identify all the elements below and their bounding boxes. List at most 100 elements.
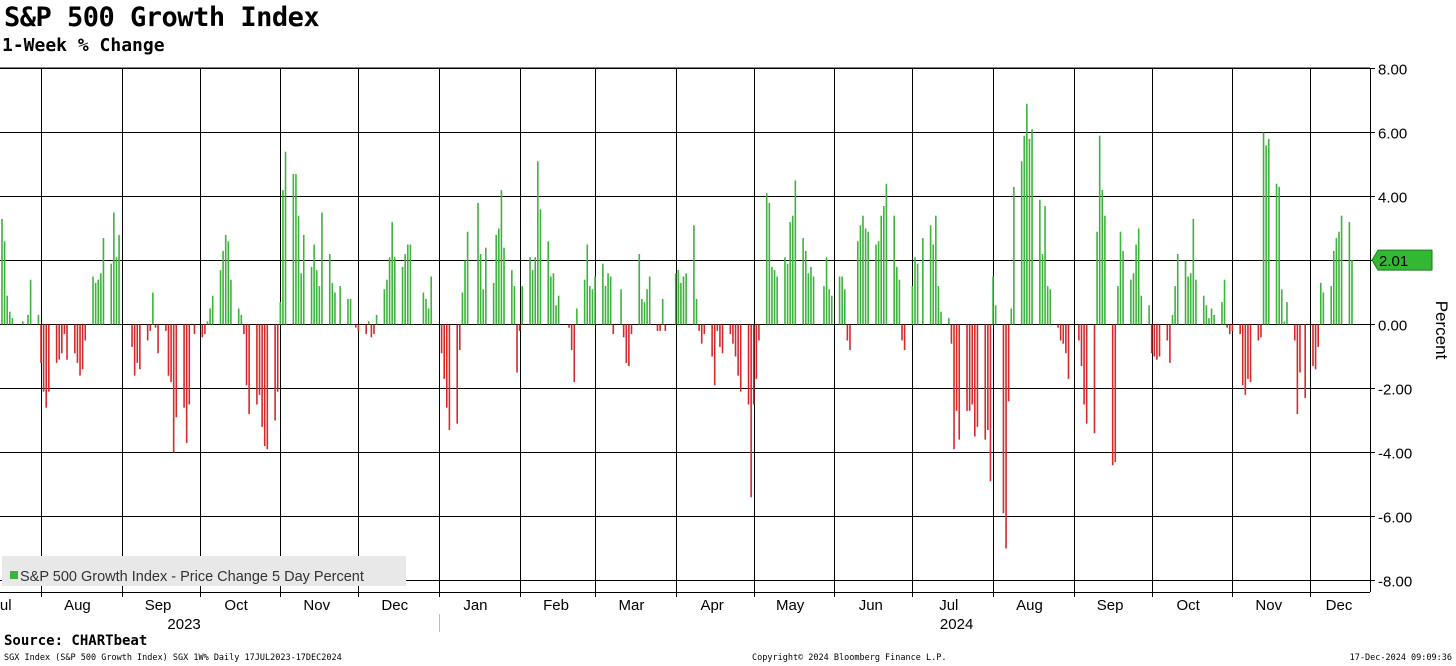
bar	[843, 289, 846, 325]
bar	[609, 276, 612, 325]
bar	[297, 215, 300, 325]
bar	[1202, 295, 1205, 325]
x-tick-label: Sep	[1097, 597, 1124, 614]
x-tick-label: Dec	[381, 597, 408, 614]
bar	[157, 324, 159, 354]
bar	[1286, 302, 1288, 325]
bar	[352, 324, 354, 326]
bar	[167, 324, 170, 376]
bar	[1249, 324, 1252, 383]
bar	[547, 241, 550, 325]
bar	[292, 174, 295, 325]
bar	[849, 324, 851, 351]
bar	[211, 295, 214, 325]
bar	[1083, 324, 1085, 405]
bar	[113, 212, 115, 325]
bar	[1171, 314, 1174, 325]
x-tick-label: Sep	[145, 597, 172, 614]
bar	[383, 289, 386, 325]
bar	[365, 324, 367, 335]
bar	[1176, 254, 1179, 325]
bar	[1130, 279, 1132, 325]
bar	[513, 286, 516, 325]
bar	[149, 324, 152, 331]
bar	[448, 324, 451, 431]
bar	[537, 161, 539, 325]
bar	[443, 324, 445, 379]
bar	[948, 318, 950, 325]
source-note: Source: CHARTbeat	[4, 633, 148, 649]
bar	[209, 308, 211, 325]
bar	[1137, 228, 1140, 325]
bar	[373, 324, 375, 335]
bar	[445, 324, 448, 408]
footer-timestamp: 17-Dec-2024 09:09:36	[1349, 653, 1452, 663]
bar	[94, 282, 97, 325]
bar	[1031, 129, 1033, 325]
bar	[165, 324, 167, 331]
bar	[867, 231, 869, 325]
bar	[935, 215, 937, 325]
bar	[838, 276, 841, 325]
bar	[110, 263, 113, 325]
bar	[1023, 135, 1026, 325]
bar	[534, 257, 537, 325]
bar	[100, 273, 102, 325]
bar	[1028, 138, 1031, 325]
bar	[583, 279, 586, 325]
bar	[321, 212, 323, 325]
x-tick-label: Apr	[700, 597, 723, 614]
bar	[937, 286, 940, 325]
bar	[1296, 324, 1299, 415]
bar	[118, 234, 120, 325]
bar	[412, 324, 414, 326]
bar	[282, 190, 284, 325]
bar	[747, 324, 750, 405]
bar	[700, 324, 703, 344]
bar	[732, 324, 734, 344]
legend-background	[2, 556, 406, 586]
bar	[1153, 324, 1156, 357]
bar	[776, 276, 778, 325]
bar	[1260, 324, 1262, 338]
bar	[656, 324, 659, 331]
bar	[6, 295, 9, 325]
bar	[92, 276, 94, 325]
x-tick-label: Nov	[303, 597, 330, 614]
bar	[529, 257, 531, 325]
bar	[830, 295, 833, 325]
bar	[648, 276, 651, 325]
bar	[224, 234, 227, 325]
bar	[1223, 279, 1226, 325]
bar	[1187, 276, 1189, 325]
bar	[284, 151, 287, 325]
bar	[500, 190, 503, 325]
bar	[555, 305, 557, 325]
bar	[1267, 138, 1270, 325]
bar	[466, 231, 469, 325]
bar	[334, 292, 336, 325]
x-tick-label: Aug	[1016, 597, 1043, 614]
bar	[240, 314, 243, 325]
bar	[576, 308, 578, 325]
bar	[464, 260, 466, 325]
x-tick-label: May	[776, 597, 805, 614]
bar	[1304, 324, 1306, 399]
axes: 8.006.004.002.000.00-2.00-4.00-6.00-8.00…	[0, 62, 1451, 633]
bar	[331, 282, 334, 325]
bar	[661, 298, 664, 325]
bar	[1262, 132, 1265, 325]
bar	[310, 266, 313, 325]
bar	[477, 202, 479, 325]
bar	[698, 324, 700, 331]
bar	[974, 324, 976, 437]
bar	[628, 324, 630, 367]
bar	[903, 324, 906, 351]
bar	[1078, 324, 1080, 341]
bar	[81, 324, 84, 370]
bar	[594, 276, 596, 325]
bar	[1174, 286, 1176, 325]
bar	[1210, 308, 1213, 325]
bar	[625, 324, 628, 363]
bar	[716, 324, 719, 331]
